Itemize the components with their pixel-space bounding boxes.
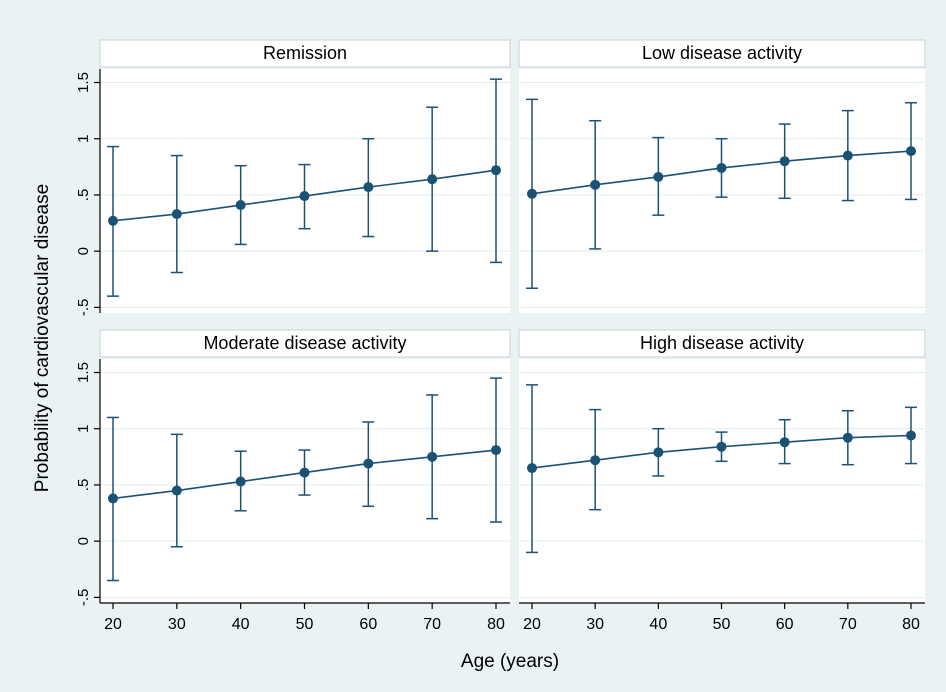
data-point — [171, 485, 182, 496]
x-tick-label: 40 — [649, 616, 667, 633]
y-tick-label: 1 — [75, 135, 92, 143]
x-tick-label: 20 — [523, 616, 541, 633]
y-tick-label: -.5 — [75, 299, 92, 317]
y-tick-label: 1.5 — [75, 72, 92, 93]
y-tick-label: -.5 — [75, 589, 92, 607]
data-point — [590, 455, 601, 466]
data-point — [716, 441, 727, 452]
panel: Moderate disease activity — [99, 329, 511, 603]
data-point — [235, 200, 246, 211]
panel-strip — [99, 39, 511, 68]
x-tick-label: 30 — [586, 616, 604, 633]
y-axes: -.5 0 .5 1 1.5 -.5 0 .5 1 1.5 — [75, 69, 101, 607]
x-tick-label: 80 — [487, 616, 505, 633]
data-point — [427, 174, 438, 185]
x-tick-label: 20 — [104, 616, 122, 633]
data-point — [527, 463, 537, 474]
data-point — [427, 451, 438, 462]
panel-strip — [518, 329, 926, 358]
data-point — [906, 146, 916, 157]
y-tick-label: 1.5 — [75, 362, 92, 383]
data-point — [590, 179, 601, 190]
x-axis-title: Age (years) — [461, 651, 559, 672]
data-point — [653, 171, 664, 182]
data-point — [779, 156, 790, 167]
data-point — [235, 476, 246, 487]
data-point — [108, 493, 118, 504]
data-point — [842, 432, 853, 443]
data-point — [363, 458, 374, 469]
x-tick-label: 30 — [168, 616, 186, 633]
x-tick-label: 70 — [839, 616, 857, 633]
data-point — [171, 209, 182, 220]
data-point — [299, 191, 310, 202]
x-tick-label: 70 — [423, 616, 441, 633]
data-point — [363, 182, 374, 193]
x-tick-label: 50 — [296, 616, 314, 633]
panels: Remission Low disease activity Moderate di… — [99, 39, 926, 603]
panel-title: Low disease activity — [642, 43, 802, 63]
data-point — [842, 150, 853, 161]
data-point — [108, 215, 118, 226]
data-point — [527, 188, 537, 199]
data-point — [299, 467, 310, 478]
y-tick-label: 0 — [75, 537, 92, 545]
data-point — [906, 430, 916, 441]
y-axis-title: Probability of cardiovascular disease — [32, 184, 53, 492]
x-axes: 20 30 40 50 60 70 80 20 30 40 50 60 70 80 — [100, 602, 925, 633]
panel: Remission — [99, 39, 511, 313]
y-tick-label: 0 — [75, 247, 92, 255]
panel-strip — [99, 329, 511, 358]
y-tick-label: .5 — [75, 189, 92, 202]
panel-strip — [518, 39, 926, 68]
data-point — [653, 447, 664, 458]
panel: High disease activity — [518, 329, 926, 603]
x-tick-label: 60 — [359, 616, 377, 633]
panel-title: Moderate disease activity — [203, 333, 406, 353]
data-point — [716, 162, 727, 173]
y-tick-label: 1 — [75, 425, 92, 433]
y-tick-label: .5 — [75, 479, 92, 492]
data-point — [779, 437, 790, 448]
x-tick-label: 60 — [776, 616, 794, 633]
data-point — [491, 165, 501, 176]
data-point — [491, 445, 501, 456]
panel-title: High disease activity — [640, 333, 804, 353]
panel: Low disease activity — [518, 39, 926, 313]
plot-area — [519, 359, 925, 603]
x-tick-label: 50 — [713, 616, 731, 633]
x-tick-label: 40 — [232, 616, 250, 633]
x-tick-label: 80 — [902, 616, 920, 633]
panel-title: Remission — [263, 43, 347, 63]
